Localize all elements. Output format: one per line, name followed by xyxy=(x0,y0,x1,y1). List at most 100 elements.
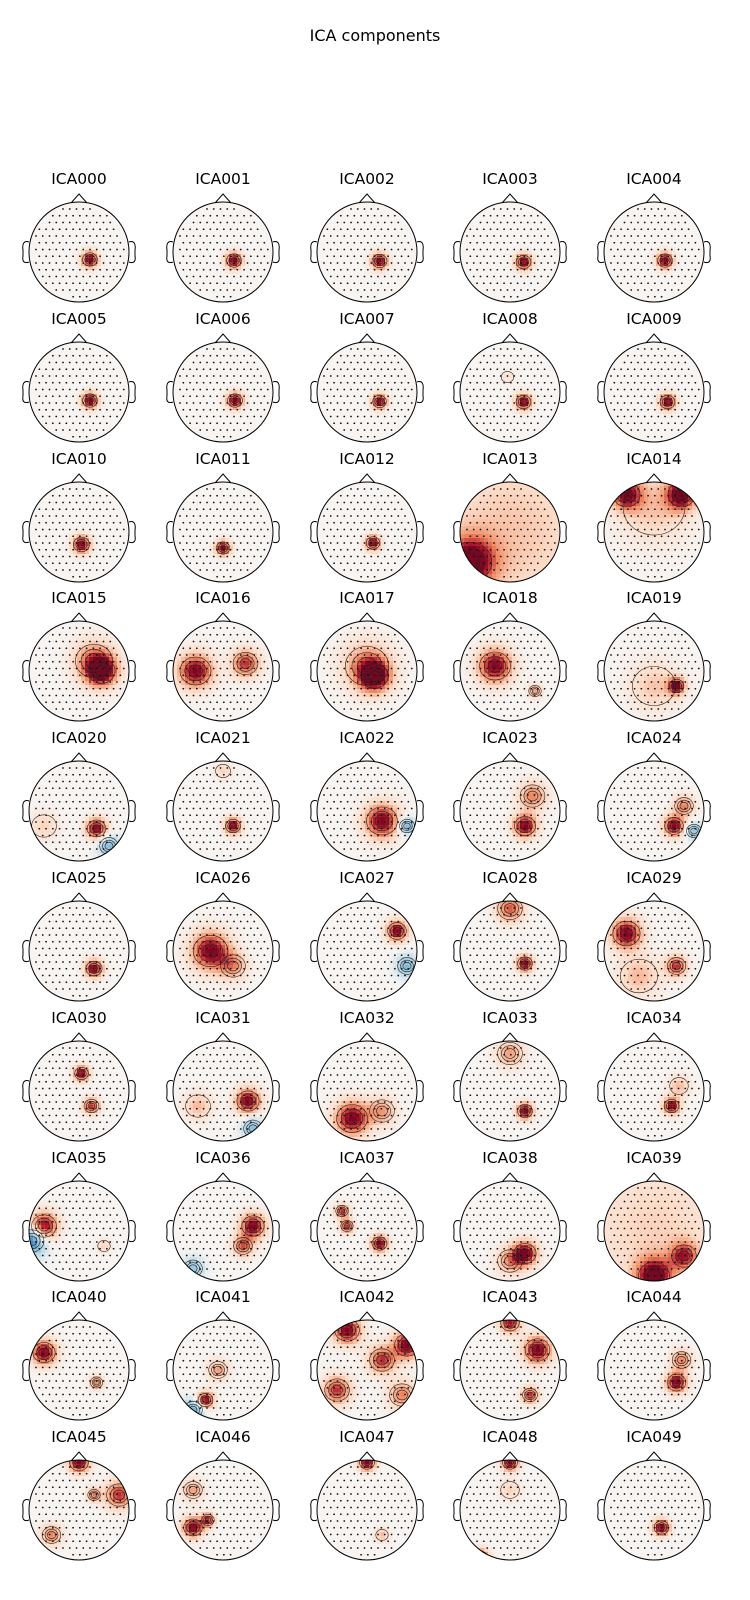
head-map xyxy=(453,1032,567,1142)
head-map xyxy=(166,892,280,1002)
left-ear xyxy=(310,1219,318,1242)
component-title: ICA011 xyxy=(151,450,295,468)
component-title: ICA015 xyxy=(7,589,151,607)
topomap-ica045: ICA045 xyxy=(7,1428,151,1568)
head-outline xyxy=(172,341,274,443)
topomap-ica026: ICA026 xyxy=(151,869,295,1009)
sensor-points xyxy=(179,627,269,718)
head-outline xyxy=(172,760,274,862)
left-ear xyxy=(310,1499,318,1522)
head-map xyxy=(22,892,136,1002)
topomap-ica048: ICA048 xyxy=(438,1428,582,1568)
sensor-points xyxy=(323,208,413,298)
sensor-points xyxy=(323,1186,413,1277)
nose xyxy=(214,892,232,903)
nose xyxy=(70,193,88,204)
component-title: ICA029 xyxy=(582,869,726,887)
right-ear xyxy=(703,1079,711,1102)
activation-field xyxy=(173,1040,273,1141)
right-ear xyxy=(128,1359,136,1382)
sensor-points xyxy=(35,627,125,718)
head-outline xyxy=(459,900,561,1002)
sensor-points xyxy=(466,1186,556,1277)
head-map xyxy=(166,333,280,443)
nose xyxy=(358,612,376,623)
head-map xyxy=(166,472,280,583)
nose xyxy=(645,472,663,483)
component-title: ICA008 xyxy=(438,310,582,328)
head-outline xyxy=(603,341,705,443)
sensor-points xyxy=(35,1326,125,1417)
left-ear xyxy=(166,940,174,963)
head-outline xyxy=(603,201,705,303)
head-map xyxy=(310,1311,424,1421)
sensor-points xyxy=(179,1046,269,1137)
component-title: ICA028 xyxy=(438,869,582,887)
left-ear xyxy=(22,1219,30,1242)
head-outline xyxy=(172,1319,274,1421)
head-outline xyxy=(459,201,561,303)
sensor-points xyxy=(610,1466,700,1556)
left-ear xyxy=(453,660,461,683)
head-map xyxy=(453,612,567,722)
head-outline xyxy=(459,1180,561,1282)
sensor-points xyxy=(179,208,269,298)
right-ear xyxy=(272,1219,280,1242)
activation-field xyxy=(173,901,273,1001)
topomap-ica046: ICA046 xyxy=(151,1428,295,1568)
head-outline xyxy=(603,1040,705,1142)
head-map xyxy=(597,612,711,722)
topomap-ica047: ICA047 xyxy=(295,1428,439,1568)
sensor-points xyxy=(323,1326,413,1417)
activation-field xyxy=(29,1460,129,1561)
left-ear xyxy=(22,520,30,543)
left-ear xyxy=(597,1499,605,1522)
activation-field xyxy=(604,621,704,722)
component-title: ICA046 xyxy=(151,1428,295,1446)
left-ear xyxy=(166,1499,174,1522)
component-title: ICA041 xyxy=(151,1288,295,1306)
right-ear xyxy=(272,940,280,963)
head-outline xyxy=(172,481,274,583)
head-outline xyxy=(316,1459,418,1561)
right-ear xyxy=(416,800,424,823)
topomap-ica009: ICA009 xyxy=(582,310,726,450)
right-ear xyxy=(703,380,711,403)
component-title: ICA047 xyxy=(295,1428,439,1446)
topomap-ica039: ICA039 xyxy=(582,1149,726,1289)
head-outline xyxy=(459,760,561,862)
sensor-points xyxy=(466,347,556,438)
head-map xyxy=(310,472,424,583)
right-ear xyxy=(272,380,280,403)
nose xyxy=(214,1451,232,1462)
sensor-points xyxy=(610,767,700,857)
nose xyxy=(358,472,376,483)
sensor-points xyxy=(323,627,413,718)
left-ear xyxy=(166,1219,174,1242)
left-ear xyxy=(22,241,30,264)
topomap-ica023: ICA023 xyxy=(438,729,582,869)
sensor-points xyxy=(35,208,125,298)
component-title: ICA003 xyxy=(438,170,582,188)
nose xyxy=(358,892,376,903)
right-ear xyxy=(703,1359,711,1382)
nose xyxy=(645,193,663,204)
head-outline xyxy=(316,620,418,722)
right-ear xyxy=(559,520,567,543)
sensor-points xyxy=(466,1326,556,1417)
topomap-ica033: ICA033 xyxy=(438,1009,582,1149)
left-ear xyxy=(453,800,461,823)
nose xyxy=(645,1311,663,1322)
topomap-ica031: ICA031 xyxy=(151,1009,295,1149)
head-map xyxy=(453,1311,567,1421)
head-map xyxy=(597,752,711,862)
head-map xyxy=(166,1171,280,1282)
left-ear xyxy=(453,1359,461,1382)
component-title: ICA016 xyxy=(151,589,295,607)
left-ear xyxy=(166,1079,174,1102)
right-ear xyxy=(272,520,280,543)
sensor-points xyxy=(323,1046,413,1137)
right-ear xyxy=(559,660,567,683)
right-ear xyxy=(128,520,136,543)
topomap-ica020: ICA020 xyxy=(7,729,151,869)
